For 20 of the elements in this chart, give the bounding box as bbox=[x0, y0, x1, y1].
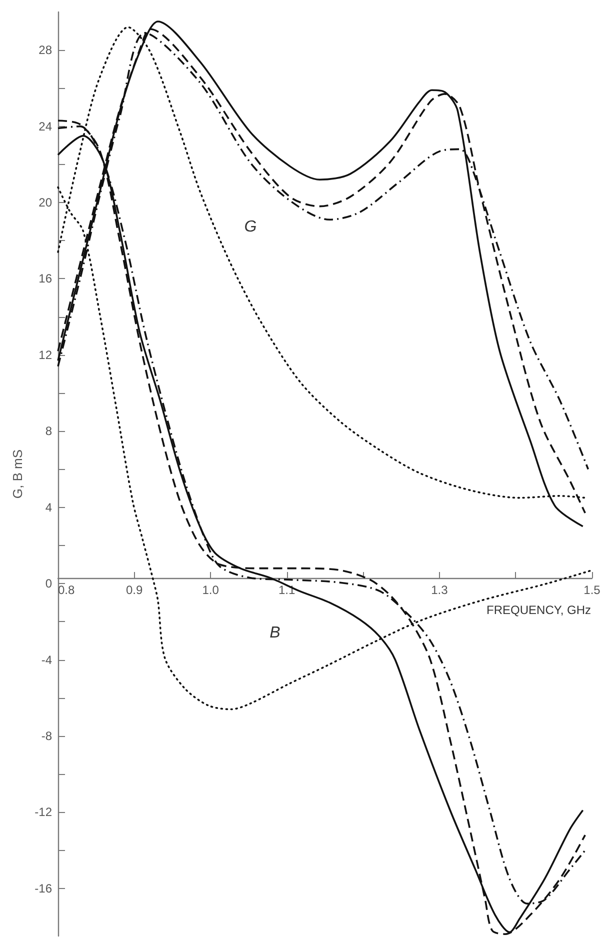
x-tick-label: 1.5 bbox=[584, 582, 601, 597]
annotation: B bbox=[270, 624, 281, 642]
y-tick-label: 24 bbox=[38, 119, 52, 134]
y-tick-label: 16 bbox=[38, 272, 52, 286]
y-tick-label: -8 bbox=[41, 728, 52, 743]
x-axis-title: FREQUENCY, GHz bbox=[486, 602, 591, 617]
y-tick-label: 28 bbox=[38, 43, 52, 58]
y-tick-label: -16 bbox=[34, 881, 52, 896]
x-tick-label: 1.0 bbox=[202, 582, 220, 597]
y-axis-title: G, B mS bbox=[10, 449, 25, 499]
annotation: G bbox=[244, 218, 257, 236]
y-tick-label: -4 bbox=[41, 652, 52, 667]
x-tick-label: 1.3 bbox=[431, 582, 448, 597]
y-tick-label: 4 bbox=[45, 500, 52, 514]
y-tick-label: 20 bbox=[38, 196, 52, 210]
y-tick-label: 0 bbox=[45, 576, 52, 591]
y-tick-label: 8 bbox=[45, 424, 52, 438]
y-tick-label: -12 bbox=[34, 805, 52, 820]
x-tick-label: 0.9 bbox=[126, 582, 143, 597]
y-tick-label: 12 bbox=[38, 348, 52, 362]
